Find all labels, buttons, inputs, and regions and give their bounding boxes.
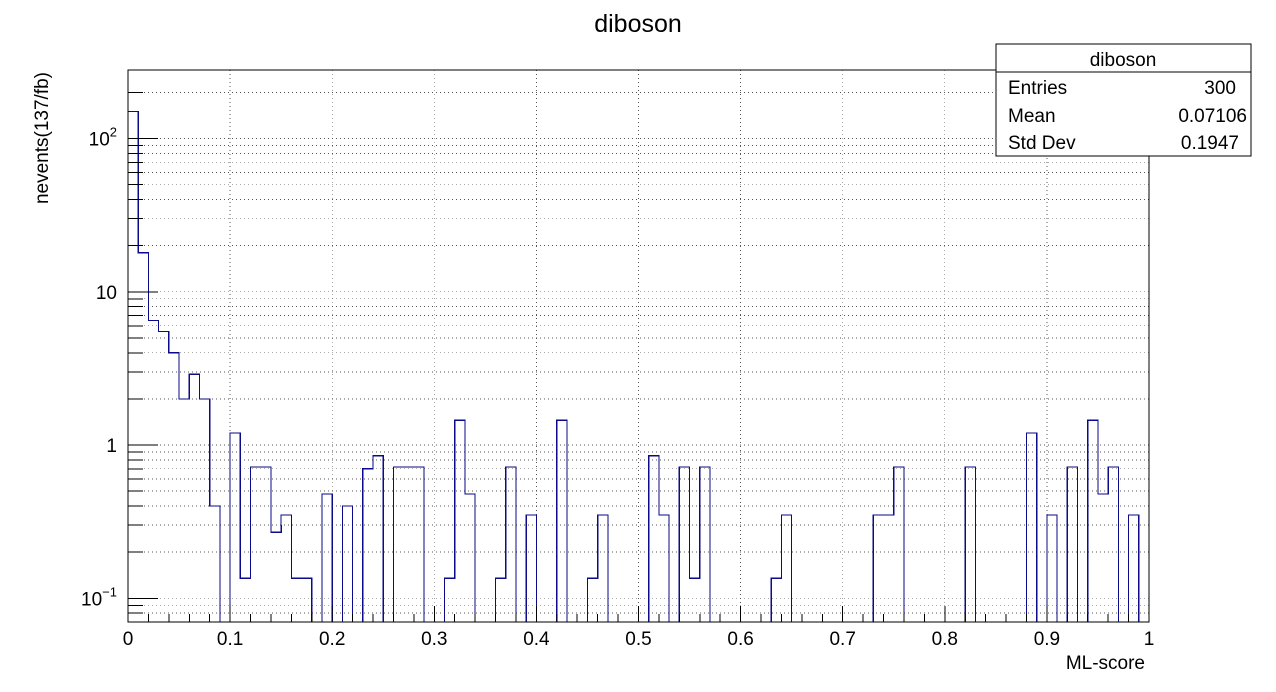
axis-tick-labels: 0 0.1 0.2 0.3 0.4 0.5 0.6 0.7 0.8 0.9 1 10−1 1 10 102 [81,125,1154,650]
x-tick-label: 0 [123,629,134,650]
x-tick-label: 0.2 [319,629,345,650]
x-tick-label: 0.7 [829,629,855,650]
x-tick-label: 0.6 [727,629,753,650]
x-tick-label: 0.3 [421,629,447,650]
stats-box-frame [995,43,1252,157]
stats-entries-label: Entries [1008,78,1067,99]
y-axis-label: nevents(137/fb) [32,72,53,204]
stats-mean-label: Mean [1008,106,1056,127]
stats-box-title: diboson [1090,50,1157,71]
y-tick-label: 1 [106,436,117,457]
chart-title: diboson [594,10,682,38]
grid-lines [128,70,1149,622]
stats-stddev-label: Std Dev [1008,133,1076,154]
stats-entries-value: 300 [1204,78,1236,99]
x-tick-label: 0.9 [1034,629,1060,650]
stats-stddev-value: 0.1947 [1181,133,1239,154]
y-tick-label: 10 [96,283,117,304]
x-tick-label: 0.8 [932,629,958,650]
x-tick-label: 1 [1144,629,1155,650]
x-tick-label: 0.4 [523,629,550,650]
x-axis-label: ML-score [1066,653,1145,674]
stats-box: diboson Entries 300 Mean 0.07106 Std Dev… [995,43,1252,157]
y-tick-label: 102 [89,125,117,151]
x-tick-label: 0.1 [217,629,243,650]
stats-mean-value: 0.07106 [1178,106,1247,127]
axis-ticks [127,91,1150,622]
x-tick-label: 0.5 [625,629,651,650]
y-tick-label: 10−1 [81,584,117,610]
